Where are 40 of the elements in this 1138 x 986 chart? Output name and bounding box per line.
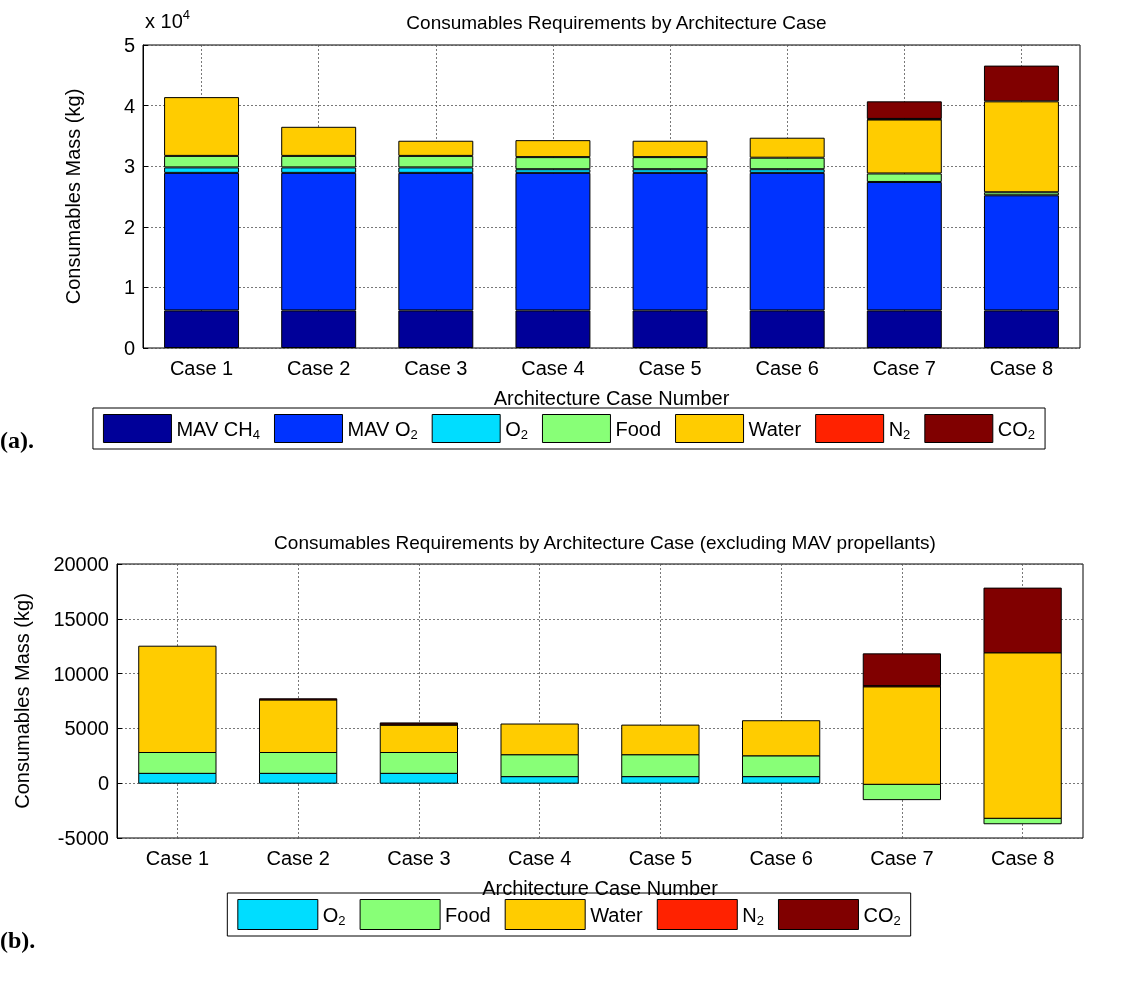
y-tick-label: 2 [123,215,135,238]
y-axis-title: Consumables Mass (kg) [62,88,84,305]
y-tick-label: 3 [123,155,135,178]
y-tick-label: 5000 [64,717,109,740]
x-tick-label: Case 6 [755,357,819,379]
y-tick-label: 1 [123,276,135,299]
y-tick-label: -5000 [57,827,109,849]
y-tick-label: 5 [123,34,135,56]
x-tick-label: Case 6 [749,847,813,869]
x-axis-title: Architecture Case Number [493,387,730,409]
x-tick-label: Case 2 [287,357,351,379]
x-tick-label: Case 2 [266,847,330,869]
x-tick-label: Case 7 [872,357,936,379]
x-tick-label: Case 5 [628,847,693,869]
x-axis-title: Architecture Case Number [482,877,719,899]
legend-label: Food [445,903,491,926]
x-tick-label: Case 1 [145,847,210,869]
x-tick-label: Case 7 [870,847,934,869]
x-tick-label: Case 3 [387,847,451,869]
x-tick-label: Case 4 [507,847,572,869]
text: (a). [0,427,34,453]
y-axis-title: Consumables Mass (kg) [11,593,33,809]
y-tick-label: 10000 [53,662,109,685]
y-tick-label: 4 [123,94,135,117]
legend-label: Food [615,417,662,440]
y-tick-label: 0 [123,337,135,359]
x-tick-label: Case 8 [990,847,1055,869]
y-tick-label: 0 [97,772,109,795]
text: (b). [0,927,36,953]
legend-label: Water [590,903,644,926]
chart-title: Consumables Requirements by Architecture Case [406,12,827,33]
x-tick-label: Case 3 [404,357,468,379]
x-tick-label: Case 4 [521,357,585,379]
chart-title: Consumables Requirements by Architecture Case (excluding MAV propellants) [274,532,936,553]
x-tick-label: Case 8 [989,357,1054,379]
legend-label: Water [748,417,802,440]
x-tick-label: Case 1 [169,357,234,379]
y-tick-label: 15000 [53,607,109,630]
x-tick-label: Case 5 [638,357,702,379]
y-tick-label: 20000 [53,553,109,575]
